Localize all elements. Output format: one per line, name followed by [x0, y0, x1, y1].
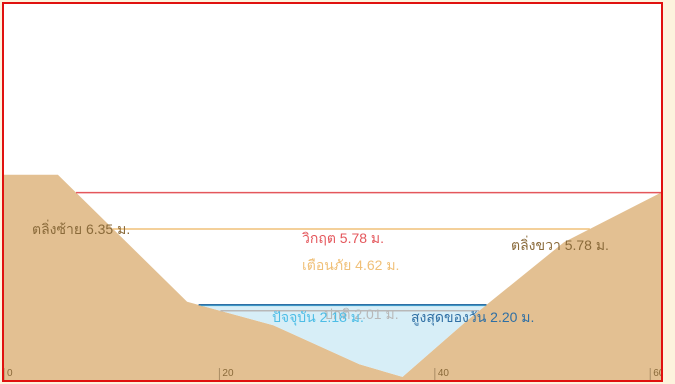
- level-lines: [76, 191, 661, 312]
- max-today-label: สูงสุดของวัน 2.20 ม.: [411, 309, 534, 326]
- right-bank-label: ตลิ่งขวา 5.78 ม.: [511, 236, 609, 253]
- warning-level-label: เตือนภัย 4.62 ม.: [302, 257, 399, 273]
- x-tick-label: 40: [438, 368, 450, 379]
- riverbank-ground: [4, 174, 661, 380]
- x-axis: 0 20 40 60: [4, 368, 661, 380]
- x-tick-label: 60: [653, 368, 661, 379]
- critical-level-label: วิกฤต 5.78 ม.: [302, 230, 384, 246]
- page-margin: [665, 0, 675, 384]
- current-level-label: ปัจจุบัน 2.18 ม.: [272, 309, 364, 326]
- normal-level-label: ปกติ 2.01 ม.: [324, 306, 399, 322]
- left-bank-label: ตลิ่งซ้าย 6.35 ม.: [32, 220, 130, 237]
- x-tick-label: 0: [7, 368, 13, 379]
- ground-layer: [4, 174, 661, 380]
- river-cross-section-chart: 0 20 40 60 ตลิ่งซ้าย 6.35 ม. ตลิ่งขวา 5.78 …: [4, 174, 661, 380]
- cross-section-panel: 0 20 40 60 ตลิ่งซ้าย 6.35 ม. ตลิ่งขวา 5.78 …: [2, 2, 663, 382]
- x-tick-label: 20: [222, 368, 234, 379]
